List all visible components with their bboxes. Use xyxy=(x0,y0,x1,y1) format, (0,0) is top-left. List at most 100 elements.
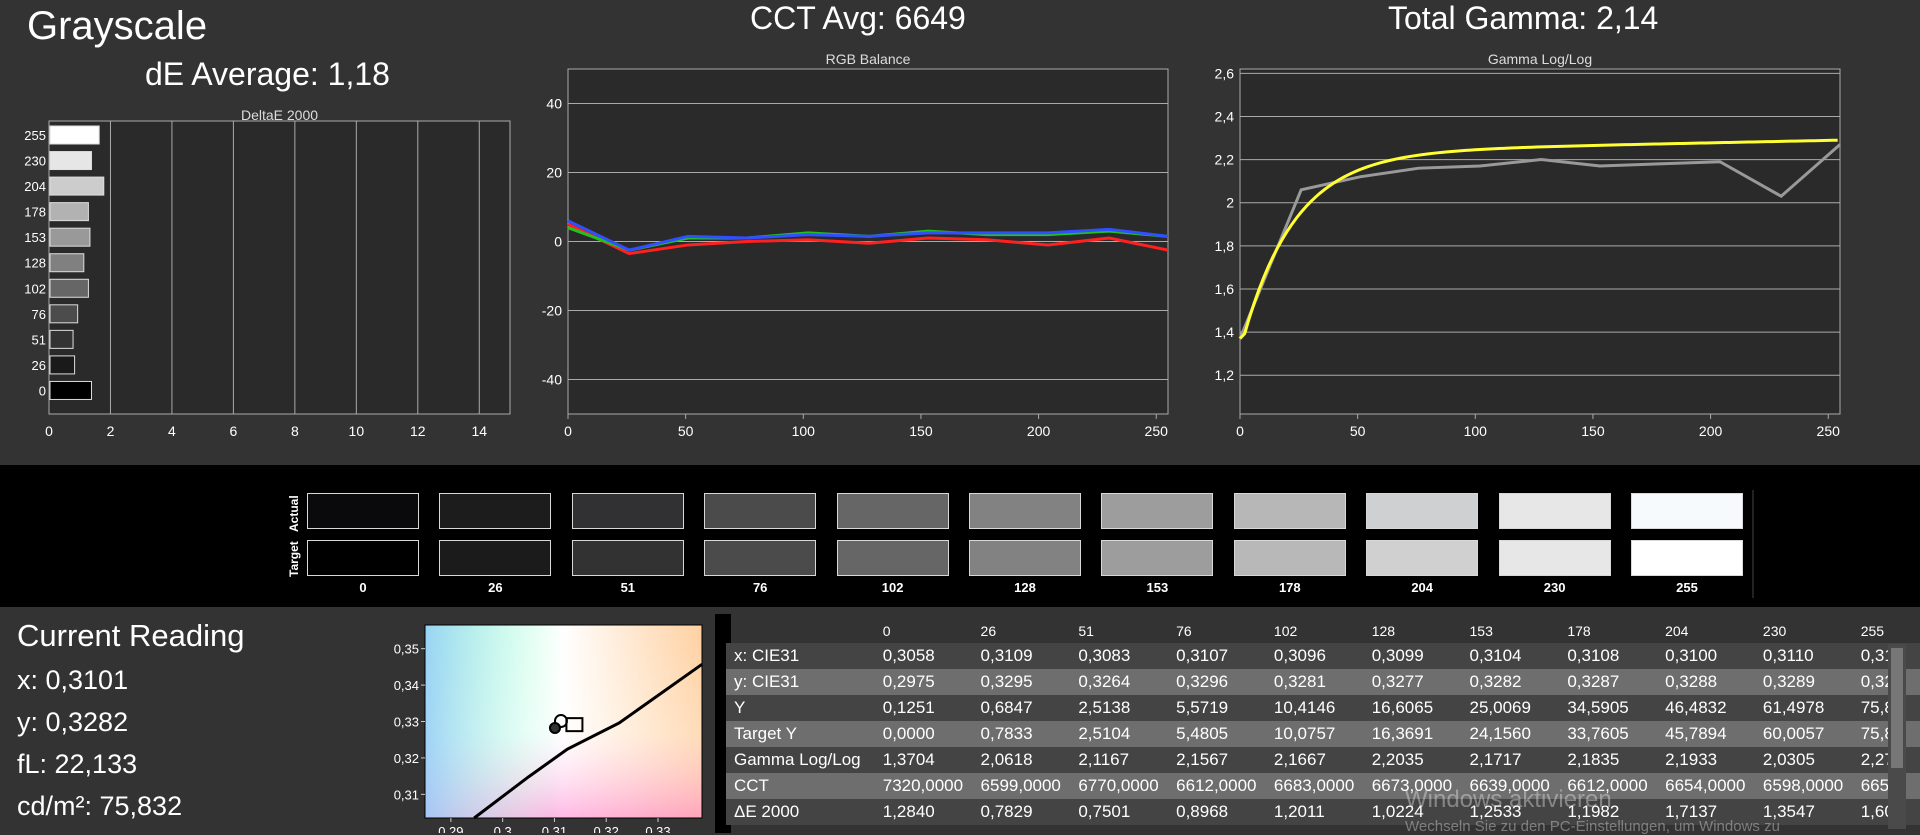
cie-background-overlay xyxy=(425,625,702,818)
deltae-x-tick: 10 xyxy=(349,423,365,439)
table-scrollbar[interactable] xyxy=(1888,644,1906,829)
gamma-y-tick: 1,2 xyxy=(1215,367,1235,383)
table-header-cell: 26 xyxy=(980,623,997,639)
table-cell: 0,3295 xyxy=(972,669,1071,695)
table-cell: 25,0069 xyxy=(1461,695,1560,721)
table-cell: 2,1667 xyxy=(1265,747,1364,773)
cie-y-tick: 0,31 xyxy=(394,787,419,802)
gamma-plot-area xyxy=(1239,68,1841,415)
swatch-level-label: 102 xyxy=(881,580,904,595)
actual-swatch xyxy=(704,493,817,529)
gamma-chart: 2,6 2,4 2,2 2 1,8 1,6 1,4 1,2 0 50 100 150 200 250 xyxy=(1215,65,1841,439)
scrollbar-thumb[interactable] xyxy=(1891,648,1903,768)
table-cell: 7320,0000 xyxy=(874,773,973,799)
cct-average: CCT Avg: 6649 xyxy=(750,0,966,36)
rgb-series-line xyxy=(567,219,1169,252)
table-row: ΔE 2000 1,2840 0,7829 0,7501 0,8968 1,2011 1,0… xyxy=(726,799,1920,825)
table-row-label: x: CIE31 xyxy=(726,643,875,669)
table-cell: 0,3096 xyxy=(1265,643,1364,669)
deltae-bar xyxy=(49,329,74,349)
table-cell: 75,83 xyxy=(1852,721,1920,747)
target-row-label: Target xyxy=(287,541,301,577)
deltae-bar xyxy=(49,227,91,247)
actual-row-label: Actual xyxy=(287,495,301,532)
deltae-bar xyxy=(49,380,92,400)
deltae-x-tick: 8 xyxy=(291,423,299,439)
rgb-y-tick: 20 xyxy=(546,165,562,181)
table-cell: 6673,0000 xyxy=(1363,773,1462,799)
table-cell: 6652, xyxy=(1852,773,1920,799)
deltae-x-tick: 4 xyxy=(168,423,176,439)
table-cell: 0,3264 xyxy=(1070,669,1169,695)
table-cell: 0,3104 xyxy=(1461,643,1560,669)
gamma-y-tick: 2,4 xyxy=(1215,108,1235,124)
deltae-chart: 0 2 4 6 8 10 12 14 255 230 204 178 153 128 102 76 51 26 0 xyxy=(24,120,511,439)
planckian-locus xyxy=(473,663,703,820)
table-cell: 46,4832 xyxy=(1657,695,1755,721)
deltae-category-label: 204 xyxy=(24,179,46,194)
deltae-category-label: 51 xyxy=(32,332,46,347)
gamma-x-tick: 150 xyxy=(1581,423,1605,439)
deltae-category-label: 153 xyxy=(24,230,46,245)
gamma-y-tick: 2,6 xyxy=(1215,65,1235,81)
measurement-table: 0 26 51 76 102 128 153 178 204 230 255 x: CIE31 0,30… xyxy=(726,619,1920,825)
table-cell: 45,7894 xyxy=(1657,721,1755,747)
swatch-level-label: 204 xyxy=(1411,580,1434,595)
rgb-x-tick: 50 xyxy=(678,423,694,439)
swatch-panel xyxy=(0,465,1920,607)
actual-swatch xyxy=(836,493,949,529)
table-cell: 5,5719 xyxy=(1168,695,1266,721)
actual-swatch xyxy=(1233,493,1346,529)
gamma-x-tick: 50 xyxy=(1350,423,1366,439)
deltae-x-tick: 0 xyxy=(45,423,53,439)
table-cell: 1,3704 xyxy=(874,747,973,773)
table-cell: 75,83 xyxy=(1852,695,1920,721)
target-swatch xyxy=(1498,540,1611,576)
deltae-category-label: 255 xyxy=(24,128,46,143)
table-row: Y 0,1251 0,6847 2,5138 5,5719 10,4146 16,6065 2… xyxy=(726,695,1920,721)
table-cell: 6612,0000 xyxy=(1168,773,1266,799)
table-cell: 0,3110 xyxy=(1754,643,1853,669)
swatch-level-label: 0 xyxy=(359,580,367,595)
deltae-x-tick: 14 xyxy=(471,423,487,439)
table-cell: 2,1835 xyxy=(1559,747,1658,773)
table-cell: 0,7833 xyxy=(972,721,1071,747)
actual-swatch xyxy=(307,493,419,529)
table-cell: 0,0000 xyxy=(874,721,973,747)
table-cell: 1,609 xyxy=(1852,799,1920,825)
table-cell: 0,3281 xyxy=(1265,669,1364,695)
swatch-level-label: 26 xyxy=(488,580,503,595)
table-row-label: CCT xyxy=(726,773,875,799)
table-cell: 10,0757 xyxy=(1265,721,1364,747)
deltae-bar xyxy=(49,202,89,222)
table-cell: 0,3282 xyxy=(1461,669,1560,695)
table-row: x: CIE31 0,3058 0,3109 0,3083 0,3107 0,3096 0,… xyxy=(726,643,1920,669)
actual-swatch xyxy=(1101,493,1214,529)
rgb-x-tick: 250 xyxy=(1145,423,1169,439)
table-cell: 2,1933 xyxy=(1657,747,1755,773)
cie-x-tick: 0,29 xyxy=(438,824,463,833)
deltae-chart-title: DeltaE 2000 xyxy=(240,107,319,123)
cie-x-tick: 0,33 xyxy=(645,824,670,833)
gamma-y-tick: 2,2 xyxy=(1215,152,1235,168)
table-cell: 2,0618 xyxy=(972,747,1071,773)
swatch-level-label: 76 xyxy=(752,580,768,595)
table-cell: 0,3107 xyxy=(1168,643,1266,669)
table-cell: 1,0224 xyxy=(1363,799,1462,825)
rgb-x-tick: 100 xyxy=(792,423,816,439)
actual-swatch xyxy=(1631,493,1743,529)
table-row-label: ΔE 2000 xyxy=(726,799,875,825)
deltae-category-label: 128 xyxy=(24,256,46,271)
target-swatch xyxy=(1233,540,1346,576)
table-cell: 1,1982 xyxy=(1559,799,1658,825)
table-cell: 10,4146 xyxy=(1265,695,1364,721)
measured-point xyxy=(548,722,561,735)
rgb-y-tick: 40 xyxy=(546,96,562,112)
rgb-y-tick: -20 xyxy=(542,303,562,319)
rgb-chart-title: RGB Balance xyxy=(825,51,911,67)
deltae-x-tick: 2 xyxy=(107,423,115,439)
table-cell: 6639,0000 xyxy=(1461,773,1560,799)
table-header-cell: 0 xyxy=(882,623,891,639)
table-header-cell: 204 xyxy=(1665,623,1689,639)
